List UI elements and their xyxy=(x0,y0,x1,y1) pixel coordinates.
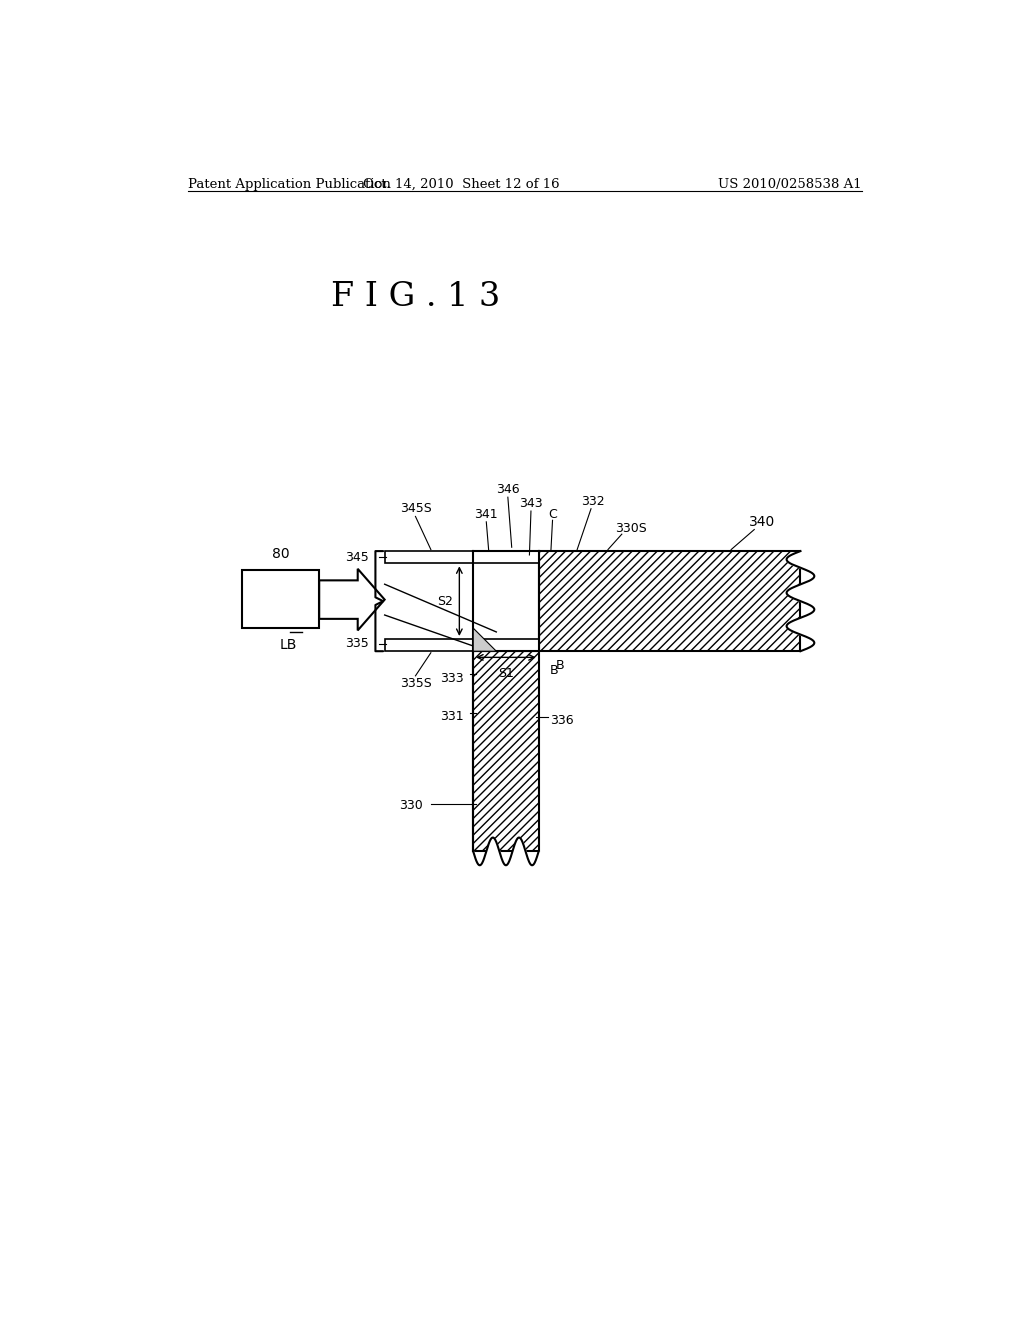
Bar xyxy=(243,570,319,628)
Text: 330S: 330S xyxy=(615,521,647,535)
Bar xyxy=(539,552,801,651)
Text: 345S: 345S xyxy=(399,502,431,515)
Text: 330: 330 xyxy=(399,799,423,812)
Text: 343: 343 xyxy=(519,496,543,510)
Text: 331: 331 xyxy=(440,710,464,723)
Bar xyxy=(473,651,539,851)
FancyArrow shape xyxy=(319,569,385,631)
Text: Patent Application Publication: Patent Application Publication xyxy=(188,178,391,190)
Text: 336: 336 xyxy=(550,714,573,727)
Text: F I G . 1 3: F I G . 1 3 xyxy=(331,281,500,313)
Text: 335: 335 xyxy=(345,638,370,649)
Text: 340: 340 xyxy=(749,515,775,529)
Text: 332: 332 xyxy=(581,495,604,508)
Text: 333: 333 xyxy=(440,672,464,685)
Text: Oct. 14, 2010  Sheet 12 of 16: Oct. 14, 2010 Sheet 12 of 16 xyxy=(364,178,560,190)
Text: US 2010/0258538 A1: US 2010/0258538 A1 xyxy=(719,178,862,190)
Text: 80: 80 xyxy=(272,546,290,561)
Text: 346: 346 xyxy=(496,483,519,496)
Text: 341: 341 xyxy=(474,508,498,520)
Bar xyxy=(385,552,539,564)
Text: C: C xyxy=(548,508,557,520)
Text: S2: S2 xyxy=(437,594,454,607)
Text: B: B xyxy=(550,664,559,677)
Text: 345: 345 xyxy=(345,550,370,564)
Text: LB: LB xyxy=(280,638,297,652)
Polygon shape xyxy=(473,628,497,651)
Text: S1: S1 xyxy=(498,667,514,680)
Text: 335S: 335S xyxy=(399,677,431,690)
Text: B: B xyxy=(556,659,564,672)
Text: 325: 325 xyxy=(343,594,370,609)
Bar xyxy=(385,639,539,651)
